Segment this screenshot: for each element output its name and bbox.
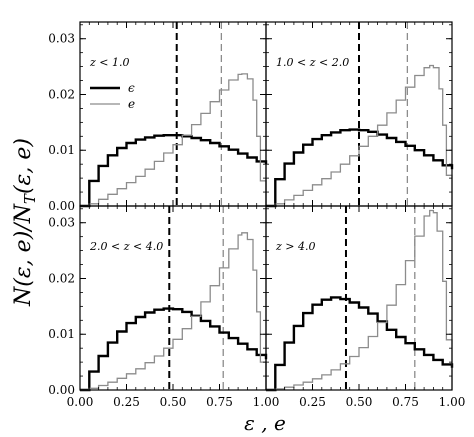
panel-label: 2.0 < z < 4.0: [89, 240, 163, 253]
y-tick-label: 0.03: [48, 216, 75, 230]
y-tick-label: 0.00: [48, 199, 75, 213]
y-tick-label: 0.01: [48, 143, 75, 157]
x-tick-label: 0.50: [346, 395, 373, 409]
x-tick-label: 0.75: [392, 395, 419, 409]
panel-label: z < 1.0: [89, 56, 130, 69]
panel-frame: [79, 21, 267, 207]
series-line-eps: [266, 296, 454, 392]
x-tick-label: 0.75: [206, 395, 233, 409]
panel-label: z > 4.0: [275, 240, 316, 253]
panel-bottom-right: 0.25 0.50 0.75 1.00 z > 4.0: [265, 205, 466, 409]
panel-top-right: 1.0 < z < 2.0: [265, 21, 454, 208]
legend-label-eps: ϵ: [128, 81, 135, 95]
series-line-e: [266, 209, 453, 391]
panel-top-left: 0.00 0.01 0.02 0.03 z < 1.0 ϵe: [48, 21, 268, 213]
legend-label-e: e: [128, 97, 135, 111]
x-tick-label: 0.00: [67, 395, 94, 409]
legend: ϵe: [90, 81, 135, 111]
y-axis-label: N(ε, e)/NT(ε, e): [11, 138, 39, 307]
y-tick-label: 0.01: [48, 327, 75, 341]
panel-bottom-left: 0.00 0.01 0.02 0.03 0.00 0.25 0.50 0.75 1.00 2.0 …: [48, 205, 280, 409]
panel-frame: [79, 205, 267, 391]
series-line-e: [266, 64, 453, 207]
x-tick-label: 1.00: [439, 395, 466, 409]
series-line-eps: [80, 307, 268, 392]
series-line-eps: [266, 128, 454, 208]
y-tick-label: 0.00: [48, 383, 75, 397]
x-tick-label: 0.25: [113, 395, 140, 409]
panel-label: 1.0 < z < 2.0: [276, 56, 349, 69]
x-tick-label: 1.00: [253, 395, 280, 409]
y-tick-label: 0.02: [48, 87, 75, 101]
x-axis-label: ε , e: [244, 411, 286, 435]
series-line-eps: [80, 134, 268, 208]
y-tick-label: 0.02: [48, 271, 75, 285]
x-tick-label: 0.25: [299, 395, 326, 409]
series-line-e: [80, 232, 267, 391]
y-tick-label: 0.03: [48, 32, 75, 46]
panel-grid: 0.00 0.01 0.02 0.03 z < 1.0 ϵe 1.0 < z < 2.0 0.…: [48, 21, 466, 409]
x-tick-label: 0.50: [160, 395, 187, 409]
series-line-e: [80, 73, 267, 207]
